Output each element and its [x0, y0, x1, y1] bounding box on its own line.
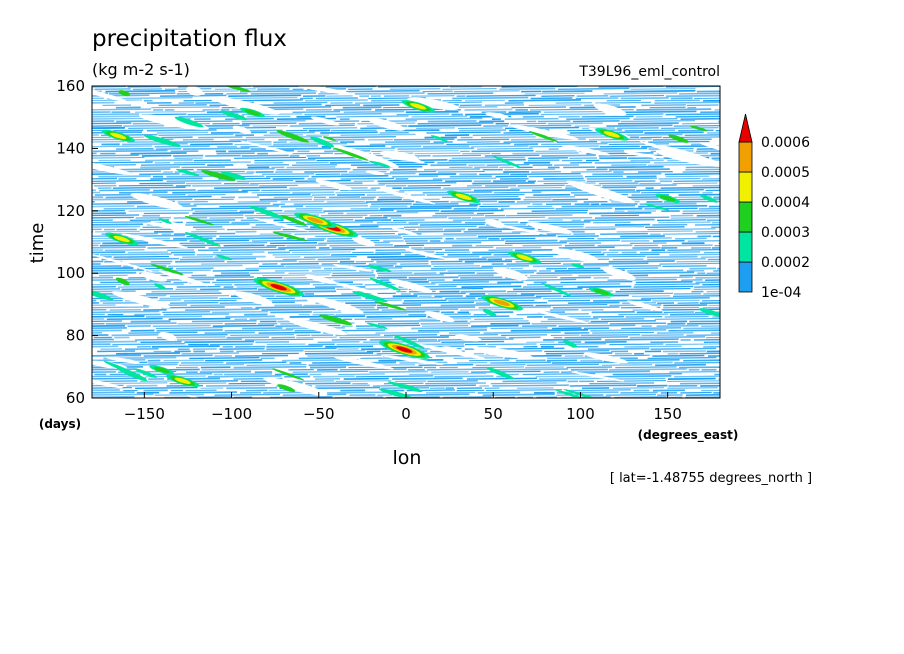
x-axis-units: (degrees_east)	[638, 428, 739, 443]
legend-label: 0.0002	[761, 255, 810, 271]
y-axis-units: (days)	[39, 417, 81, 431]
x-tick-label: −50	[303, 405, 335, 423]
legend-label: 0.0006	[761, 135, 810, 151]
x-tick-label: 50	[484, 405, 503, 423]
x-tick-label: 100	[566, 405, 595, 423]
y-tick-label: 120	[56, 202, 85, 220]
legend-swatch	[738, 171, 753, 203]
y-tick-label: 60	[66, 389, 85, 407]
precip-peak	[101, 129, 135, 143]
x-tick-label: 150	[653, 405, 682, 423]
legend-swatch-top	[738, 113, 753, 143]
precip-maxima	[101, 100, 681, 388]
legend-label: 1e-04	[761, 285, 801, 301]
legend-swatch	[738, 231, 753, 263]
precip-peak	[104, 232, 139, 246]
y-tick-label: 80	[66, 327, 85, 345]
latitude-note: [ lat=-1.48755 degrees_north ]	[610, 471, 812, 486]
precip-peak	[165, 374, 200, 388]
x-tick-label: −100	[211, 405, 252, 423]
precip-peak	[253, 277, 305, 297]
precip-peak	[294, 212, 337, 228]
x-tick-label: −150	[124, 405, 165, 423]
legend-swatch	[738, 141, 753, 173]
legend-swatch	[738, 261, 753, 293]
y-tick-label: 100	[56, 264, 85, 282]
precip-peak	[240, 107, 265, 118]
level-2-3-streaks	[92, 86, 720, 398]
precip-peak	[655, 193, 681, 204]
precip-contour-field	[92, 86, 720, 398]
precip-peak	[378, 340, 430, 359]
precip-peak	[480, 295, 523, 311]
precip-peak	[595, 128, 629, 141]
dry-gaps	[92, 86, 720, 398]
run-label: T39L96_eml_control	[578, 64, 720, 80]
y-tick-label: 160	[56, 77, 85, 95]
legend-label: 0.0003	[761, 225, 810, 241]
precip-peak	[149, 365, 175, 375]
color-legend: 1e-04 0.0002 0.0003 0.0004 0.0005 0.0006	[738, 113, 810, 301]
chart-units: (kg m-2 s-1)	[92, 60, 190, 79]
precip-peak	[401, 100, 435, 113]
precip-peak	[446, 190, 481, 204]
y-axis-label: time	[27, 223, 48, 264]
y-axis: 60 80 100 120 140 160	[56, 77, 98, 407]
legend-swatch	[738, 201, 753, 233]
precip-peak	[507, 251, 542, 264]
x-tick-label: 0	[401, 405, 411, 423]
x-axis: −150 −100 −50 0 50 100 150	[124, 392, 682, 423]
chart-title: precipitation flux	[92, 26, 287, 52]
x-axis-label: lon	[393, 447, 422, 469]
precip-peak	[588, 287, 614, 297]
legend-label: 0.0004	[761, 195, 810, 211]
y-tick-label: 140	[56, 139, 85, 157]
legend-label: 0.0005	[761, 165, 810, 181]
